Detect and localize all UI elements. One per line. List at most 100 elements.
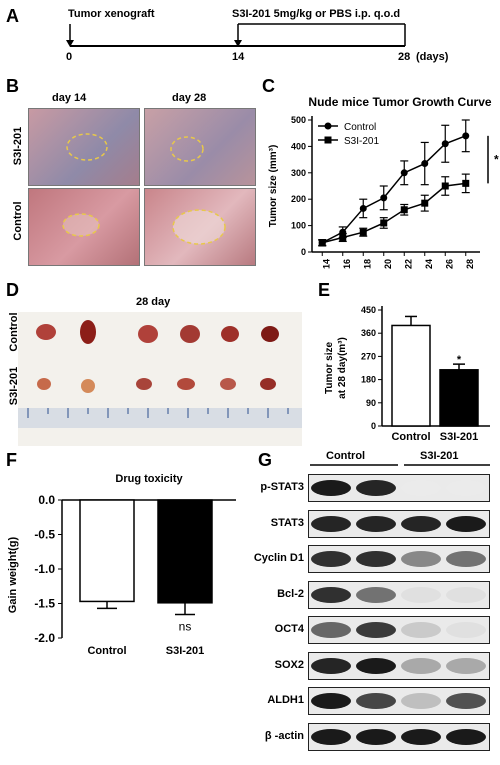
series-line-0: [321, 135, 467, 244]
blot-row-image: [311, 657, 486, 674]
bar-1: [439, 369, 479, 427]
blot-label: Cyclin D1: [253, 552, 304, 564]
blot-group-s3i201: S3I-201: [420, 450, 459, 462]
blot-band: [311, 657, 351, 674]
y-tick-label: -1.5: [34, 597, 55, 611]
blot-row-image: [311, 693, 486, 709]
y-axis-label: Gain weight(g): [7, 536, 19, 613]
y-tick-label: 0: [301, 247, 306, 257]
legend-label: Control: [344, 122, 376, 133]
photo-col-day28: day 28: [172, 92, 207, 104]
timeline-axis: [66, 23, 406, 47]
blot-row: [308, 580, 490, 609]
tumor-photo: [18, 312, 302, 446]
blot-row-image: [311, 586, 486, 603]
blot-row-image: [311, 728, 486, 745]
blot-band: [401, 515, 441, 532]
blot-band: [356, 480, 396, 496]
blot-label: ALDH1: [267, 694, 304, 706]
blot-band: [356, 551, 396, 567]
data-point-s3i201: [462, 179, 470, 187]
drug-toxicity-chart: Drug toxicity 0.0 -0.5 -1.0 -1.5 -2.0 Control S…: [7, 473, 236, 657]
blot-band: [356, 728, 396, 745]
blot-band: [401, 728, 441, 745]
x-category-label: S3I-201: [166, 645, 205, 657]
photo-control-day14: [28, 188, 140, 266]
bar-0: [391, 324, 431, 427]
blot-label: Bcl-2: [277, 587, 304, 600]
blot-band: [401, 551, 441, 567]
chart-title: Nude mice Tumor Growth Curve: [308, 95, 491, 109]
x-category-label: S3I-201: [440, 431, 479, 443]
data-point-s3i201: [441, 182, 449, 190]
blot-row: [308, 651, 490, 680]
y-tick-label: 500: [291, 115, 306, 125]
y-tick-label: 90: [366, 398, 376, 408]
blot-row-image: [311, 551, 486, 567]
x-tick-label: 24: [424, 259, 434, 269]
legend-marker: [324, 136, 332, 144]
panel-label-a: A: [6, 6, 19, 26]
blot-band: [446, 657, 486, 674]
blot-label: SOX2: [274, 658, 304, 671]
tumor-photo-title: 28 day: [136, 296, 171, 308]
timeline-unit: (days): [416, 51, 449, 63]
blot-band: [356, 586, 396, 603]
y-tick-label: 360: [361, 328, 376, 338]
y-tick-label: -1.0: [34, 562, 55, 576]
y-tick-label: -0.5: [34, 528, 55, 542]
blot-band: [311, 622, 351, 638]
panel-label-f: F: [6, 450, 17, 470]
tumor-photo-drawing: [18, 320, 302, 428]
blot-label: OCT4: [274, 623, 304, 635]
blot-band: [446, 586, 486, 603]
y-tick-label: 200: [291, 194, 306, 204]
blot-band: [311, 728, 351, 745]
bar-0: [79, 499, 135, 603]
bar-1: [157, 499, 213, 604]
blot-row: [308, 509, 490, 538]
y-tick-label: 100: [291, 221, 306, 231]
timeline-tick-0: 0: [66, 51, 73, 63]
data-point-s3i201: [400, 206, 408, 214]
blot-row: [308, 616, 490, 644]
data-point-control: [400, 169, 408, 177]
blot-band: [356, 515, 396, 532]
timeline-tick-14: 14: [232, 51, 245, 63]
y-tick-label: -2.0: [34, 631, 55, 645]
significance-marker: *: [457, 354, 462, 366]
data-point-control: [380, 194, 388, 202]
annotation-ns: ns: [179, 620, 192, 634]
panel-label-g: G: [258, 450, 273, 470]
blot-band: [311, 515, 351, 532]
y-tick-label: 270: [361, 351, 376, 361]
blot-label: p-STAT3: [260, 481, 304, 493]
photo-row-s3i201: S3I-201: [12, 126, 24, 166]
blot-band: [311, 693, 351, 709]
x-tick-label: 16: [342, 259, 352, 269]
blot-band: [401, 693, 441, 709]
blot-row-image: [311, 480, 486, 496]
photo-row-control: Control: [12, 201, 24, 241]
blot-row: [308, 545, 490, 573]
blot-band: [311, 551, 351, 567]
x-tick-label: 18: [362, 259, 372, 269]
blot-band: [401, 480, 441, 496]
y-tick-label: 450: [361, 305, 376, 315]
blot-group-lines: [310, 464, 490, 466]
blot-band: [446, 728, 486, 745]
data-point-s3i201: [339, 233, 347, 241]
blot-band: [356, 622, 396, 638]
blot-row: [308, 722, 490, 751]
x-tick-label: 20: [383, 259, 393, 269]
growth-curve-chart: Nude mice Tumor Growth Curve 0 100 200 300 40…: [268, 95, 499, 269]
blot-row: [308, 687, 490, 715]
data-point-control: [421, 160, 429, 168]
data-point-control: [462, 132, 470, 140]
y-tick-label: 180: [361, 375, 376, 385]
data-point-s3i201: [421, 199, 429, 207]
blot-row-image: [311, 622, 486, 638]
legend-label: S3I-201: [344, 136, 379, 147]
x-tick-label: 14: [321, 259, 331, 269]
x-tick-label: 22: [403, 259, 413, 269]
